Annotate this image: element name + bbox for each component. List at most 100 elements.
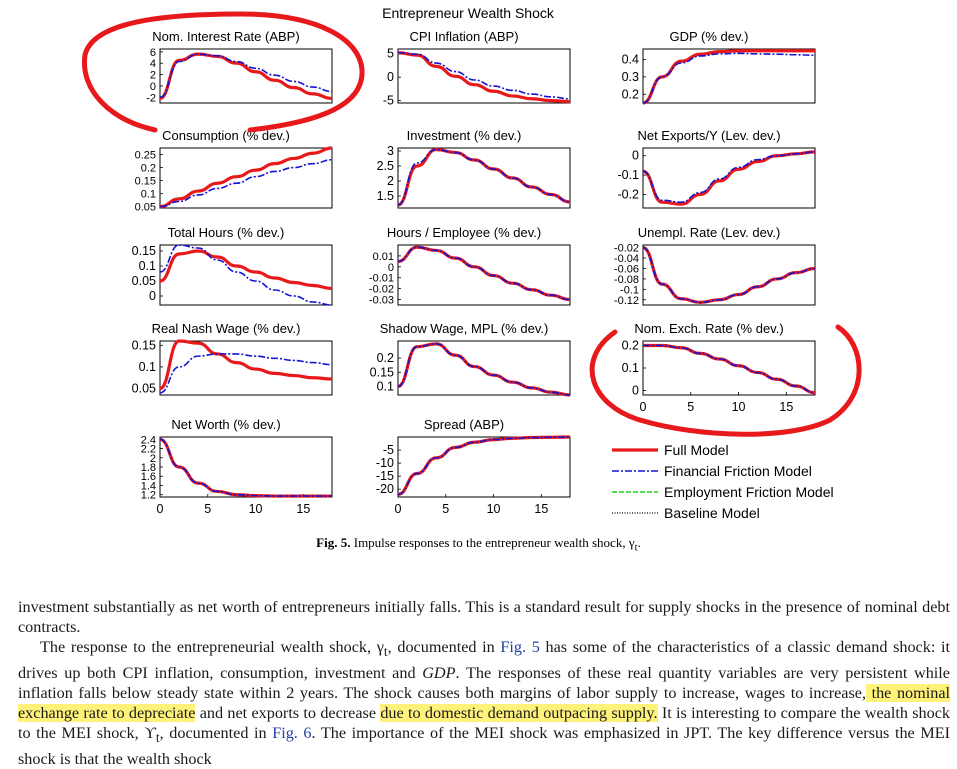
panel-axes-box [159, 147, 333, 209]
panel-axes-box [159, 340, 333, 396]
panel-axes-box [642, 340, 816, 396]
y-tick-label: 0 [632, 384, 639, 398]
series-financial-friction [159, 353, 333, 394]
y-tick-label: 0.01 [373, 251, 394, 263]
panel-9: Real Nash Wage (% dev.) 0.15 0.1 0.05 [132, 321, 333, 396]
y-tick-label: 0.1 [139, 360, 156, 374]
x-tick-label: 5 [204, 502, 211, 516]
panel-8: Unempl. Rate (Lev. dev.)-0.02-0.04-0.06-… [614, 225, 816, 307]
legend: Full Model Financial Friction Model Employ… [612, 442, 834, 521]
series-full-model [159, 437, 332, 498]
y-tick-label: 0.3 [622, 70, 639, 84]
y-tick-label: 0 [632, 149, 639, 163]
panel-axes-box [397, 340, 571, 396]
y-tick-label: 0 [149, 289, 156, 303]
x-tick-label: 15 [296, 502, 310, 516]
p2-text-g: , documented in [159, 724, 273, 743]
y-tick-label: -20 [376, 482, 394, 496]
panel-title: Spread (ABP) [424, 417, 504, 432]
x-tick-label: 15 [534, 502, 548, 516]
p2-text-f: It is interesting to compare the wealth … [18, 704, 950, 743]
panel-4: Investment (% dev.) 32.521.5 [377, 128, 571, 209]
y-tick-label: 0.1 [622, 361, 639, 375]
y-tick-label: 2 [150, 453, 156, 465]
panel-11: Nom. Exch. Rate (% dev.) 0.2 0.1 00 5 10 15 [622, 321, 816, 414]
hand-drawn-annotations [81, 11, 862, 437]
panel-10: Shadow Wage, MPL (% dev.) 0.20.150.1 [370, 321, 571, 397]
y-tick-label: 3 [387, 144, 394, 158]
panel-title: CPI Inflation (ABP) [409, 29, 518, 44]
panel-title: Net Exports/Y (Lev. dev.) [637, 128, 780, 143]
x-tick-label: 5 [442, 502, 449, 516]
p2-text-e: and net exports to decrease [195, 704, 381, 723]
y-tick-label: 0.1 [141, 189, 156, 201]
y-tick-label: -0.12 [614, 295, 639, 307]
x-tick-label: 0 [157, 502, 164, 516]
y-tick-label: 0.4 [622, 52, 639, 66]
y-tick-label: -0.06 [614, 263, 639, 275]
y-tick-label: 1.5 [377, 189, 394, 203]
legend-label-3: Baseline Model [664, 505, 760, 521]
series-full-model [397, 51, 571, 104]
panel-title: Total Hours (% dev.) [168, 225, 285, 240]
y-tick-label: -0.04 [614, 253, 639, 265]
legend-label-0: Full Model [664, 442, 729, 458]
x-tick-label: 0 [395, 502, 402, 516]
y-tick-label: 1.6 [141, 471, 156, 483]
series-financial-friction [159, 244, 333, 306]
series-financial-friction [397, 148, 571, 206]
panel-axes-box [642, 244, 816, 306]
y-tick-label: 0.15 [132, 244, 156, 258]
p2-gdp: GDP [422, 663, 456, 682]
panel-3: Consumption (% dev.) 0.250.20.150.10.05 [135, 128, 333, 214]
series-full-model [643, 343, 816, 395]
y-tick-label: 0.2 [622, 87, 639, 101]
caption-sub: t [634, 541, 638, 554]
fig5-link[interactable]: Fig. 5 [500, 638, 540, 657]
y-tick-label: 2.5 [377, 159, 394, 173]
series-financial-friction [642, 151, 816, 203]
panel-title: Nom. Exch. Rate (% dev.) [634, 321, 783, 336]
y-tick-label: 2 [387, 174, 394, 188]
panel-7: Hours / Employee (% dev.) 0.010-0.01-0.02… [369, 225, 571, 307]
panel-title: Hours / Employee (% dev.) [387, 225, 541, 240]
x-tick-label: 10 [732, 400, 746, 414]
panel-axes-box [397, 436, 571, 498]
y-tick-label: 6 [150, 47, 156, 59]
series-full-model [159, 249, 333, 291]
y-tick-label: 0.05 [135, 202, 156, 214]
panel-title: Real Nash Wage (% dev.) [152, 321, 301, 336]
series-financial-friction [397, 436, 571, 496]
y-tick-label: -10 [376, 456, 394, 470]
y-tick-label: 2 [150, 70, 156, 82]
panel-axes-box [642, 48, 816, 104]
y-tick-label: 0.25 [135, 150, 156, 162]
panel-title: Nom. Interest Rate (ABP) [152, 29, 299, 44]
y-tick-label: 0.05 [132, 382, 156, 396]
y-tick-label: 2.2 [141, 444, 156, 456]
y-tick-label: 0.1 [377, 379, 394, 393]
impulse-response-figure: Entrepreneur Wealth Shock Nom. Interest … [81, 5, 862, 521]
series-full-model [642, 246, 816, 304]
y-tick-label: 1.4 [141, 480, 156, 492]
p2-sub-a: t [383, 644, 388, 660]
y-tick-label: 1.2 [141, 490, 156, 502]
series-full-model [397, 435, 571, 496]
panel-axes-box [159, 48, 333, 104]
series-financial-friction [159, 438, 332, 497]
x-tick-label: 5 [687, 400, 694, 414]
series-financial-friction [159, 53, 333, 99]
p2-text-a: The response to the entrepreneurial weal… [40, 638, 384, 657]
series-full-model [397, 245, 571, 302]
series-full-model [159, 52, 333, 101]
legend-label-1: Financial Friction Model [664, 463, 812, 479]
figure-caption: Fig. 5. Impulse responses to the entrepr… [0, 535, 957, 554]
panel-1: CPI Inflation (ABP) 5 0 -5 [383, 29, 571, 108]
fig6-link[interactable]: Fig. 6 [272, 724, 312, 743]
p2-text-d: . The responses of these real quantity v… [18, 663, 950, 703]
panel-6: Total Hours (% dev.) 0.150.10.050 [132, 225, 333, 306]
y-tick-label: -5 [383, 94, 394, 108]
y-tick-label: -0.02 [369, 284, 394, 296]
